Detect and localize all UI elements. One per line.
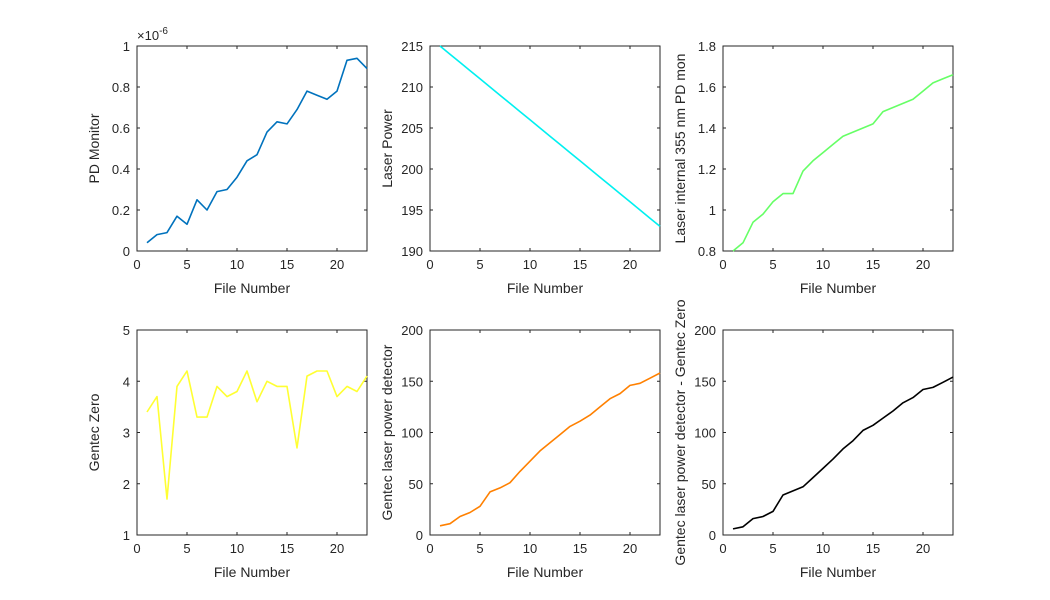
y-tick-label: 0	[416, 528, 423, 543]
x-tick-label: 0	[719, 541, 726, 556]
y-tick-label: 50	[702, 477, 716, 492]
x-tick-label: 10	[816, 257, 830, 272]
x-tick-label: 15	[280, 541, 294, 556]
y-axis-label: Laser internal 355 nm PD mon	[672, 54, 688, 244]
axes-box	[722, 329, 954, 536]
series-line	[732, 73, 954, 252]
x-tick-label: 10	[523, 257, 537, 272]
x-tick-label: 5	[183, 541, 190, 556]
y-axis-label: Gentec laser power detector - Gentec Zer…	[672, 299, 688, 565]
y-tick-label: 5	[123, 323, 130, 338]
x-tick-label: 10	[523, 541, 537, 556]
y-tick-label: 1.2	[698, 162, 716, 177]
x-tick-label: 5	[476, 541, 483, 556]
x-axis-label: File Number	[214, 280, 291, 296]
y-axis-label: Gentec laser power detector	[379, 344, 395, 520]
y-axis-exponent: ×10-6	[137, 26, 168, 43]
x-tick-label: 0	[426, 541, 433, 556]
x-tick-label: 20	[916, 541, 930, 556]
x-tick-label: 20	[330, 257, 344, 272]
y-tick-label: 0.2	[112, 203, 130, 218]
y-axis-label: PD Monitor	[86, 113, 102, 183]
x-tick-label: 20	[623, 541, 637, 556]
y-tick-label: 215	[401, 39, 423, 54]
x-tick-label: 15	[280, 257, 294, 272]
y-tick-label: 0.4	[112, 162, 130, 177]
y-tick-label: 4	[123, 374, 130, 389]
y-tick-label: 1.6	[698, 80, 716, 95]
y-tick-label: 210	[401, 80, 423, 95]
y-tick-label: 0.8	[112, 80, 130, 95]
x-tick-label: 20	[330, 541, 344, 556]
x-tick-label: 10	[230, 541, 244, 556]
exponent-base: ×10	[137, 28, 159, 43]
exponent-power: -6	[159, 26, 168, 37]
y-tick-label: 1	[123, 528, 130, 543]
x-axis-label: File Number	[800, 280, 877, 296]
subplot-2: 0 5 10 15 20 190 195 200 205 210 215 File Number Las…	[379, 39, 661, 296]
y-tick-label: 3	[123, 426, 130, 441]
subplot-1: 0 5 10 15 20 0 0.2 0.4 0.6 0.8 1 File Number PD Moni…	[86, 26, 368, 296]
y-tick-label: 100	[401, 426, 423, 441]
axes-box	[429, 329, 661, 536]
x-tick-label: 15	[866, 257, 880, 272]
y-tick-label: 100	[694, 426, 716, 441]
x-tick-label: 20	[916, 257, 930, 272]
y-tick-label: 0.6	[112, 121, 130, 136]
x-tick-label: 0	[133, 257, 140, 272]
y-tick-label: 1	[709, 203, 716, 218]
x-tick-label: 15	[573, 541, 587, 556]
x-tick-label: 5	[769, 257, 776, 272]
y-tick-label: 200	[694, 323, 716, 338]
x-tick-label: 15	[866, 541, 880, 556]
y-tick-label: 0	[123, 244, 130, 259]
y-tick-label: 205	[401, 121, 423, 136]
y-tick-label: 200	[401, 323, 423, 338]
x-tick-label: 5	[769, 541, 776, 556]
series-line	[439, 372, 661, 527]
axes-box	[722, 45, 954, 252]
y-tick-label: 0.8	[698, 244, 716, 259]
y-tick-label: 195	[401, 203, 423, 218]
axes-box	[429, 45, 661, 252]
y-axis-label: Laser Power	[379, 109, 395, 188]
x-axis-label: File Number	[800, 564, 877, 580]
y-tick-label: 1.8	[698, 39, 716, 54]
x-tick-label: 0	[426, 257, 433, 272]
x-axis-label: File Number	[507, 564, 584, 580]
x-tick-label: 15	[573, 257, 587, 272]
x-tick-label: 5	[476, 257, 483, 272]
axes-box	[136, 329, 368, 536]
y-tick-label: 50	[409, 477, 423, 492]
series-line	[732, 376, 954, 530]
x-tick-label: 10	[816, 541, 830, 556]
x-axis-label: File Number	[507, 280, 584, 296]
x-axis-label: File Number	[214, 564, 291, 580]
y-tick-label: 0	[709, 528, 716, 543]
y-tick-label: 1	[123, 39, 130, 54]
y-tick-label: 2	[123, 477, 130, 492]
series-line	[146, 370, 368, 500]
x-tick-label: 10	[230, 257, 244, 272]
y-tick-label: 1.4	[698, 121, 716, 136]
series-line	[146, 57, 368, 244]
y-tick-label: 190	[401, 244, 423, 259]
y-tick-label: 150	[401, 374, 423, 389]
axes-box	[136, 45, 368, 252]
y-axis-label: Gentec Zero	[86, 393, 102, 471]
x-tick-label: 20	[623, 257, 637, 272]
subplot-4: 0 5 10 15 20 1 2 3 4 5 File Number Gentec Zero	[86, 323, 368, 580]
x-tick-label: 5	[183, 257, 190, 272]
subplot-3: 0 5 10 15 20 0.8 1 1.2 1.4 1.6 1.8 File Number Laser…	[672, 39, 954, 296]
y-tick-label: 150	[694, 374, 716, 389]
series-line	[439, 45, 661, 228]
x-tick-label: 0	[719, 257, 726, 272]
y-tick-label: 200	[401, 162, 423, 177]
x-tick-label: 0	[133, 541, 140, 556]
